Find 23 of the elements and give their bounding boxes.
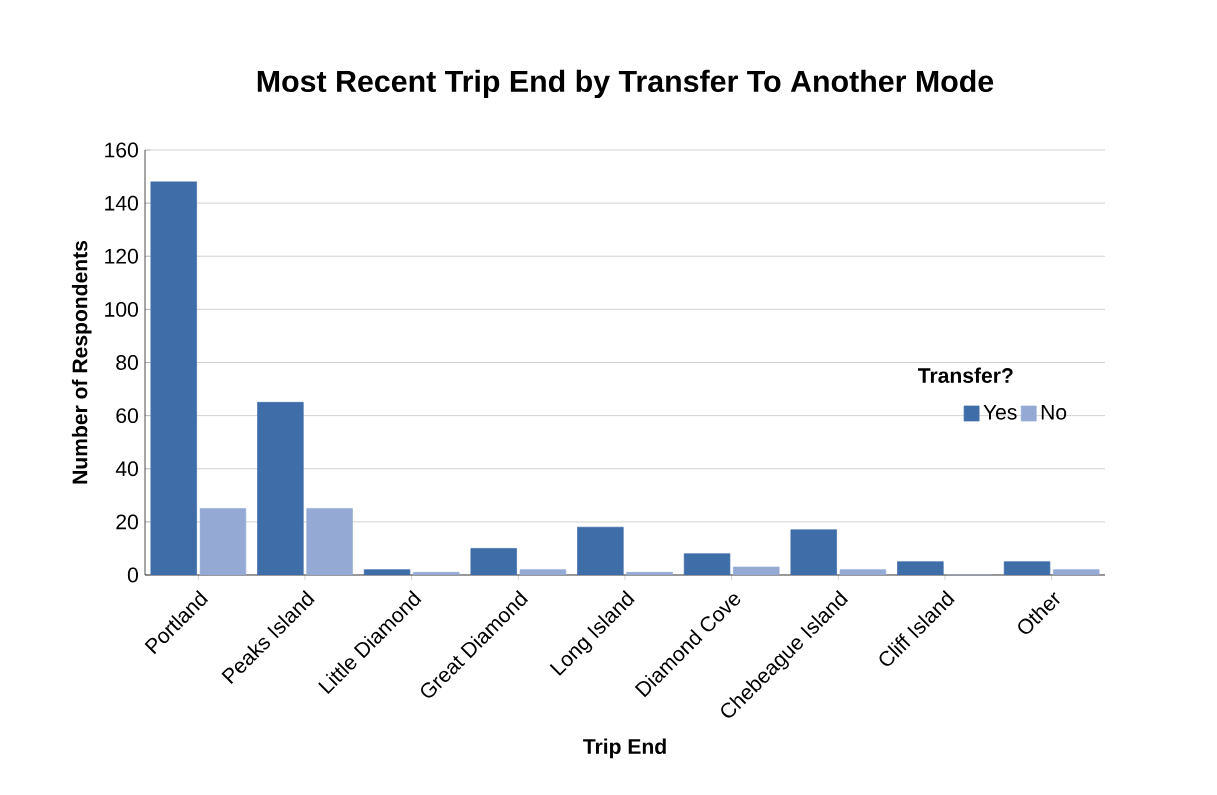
y-tick-label: 40 — [115, 461, 138, 477]
y-tick-label: 0 — [127, 567, 138, 583]
bar — [519, 569, 567, 575]
y-tick-label: 140 — [105, 195, 138, 211]
bar — [626, 572, 673, 575]
y-tick-label: 160 — [105, 142, 138, 158]
legend-label: Yes — [983, 404, 1017, 420]
legend-title: Transfer? — [917, 367, 1013, 383]
y-tick-label: 80 — [116, 355, 138, 370]
y-tick-label: 120 — [105, 248, 138, 264]
bar — [1053, 569, 1100, 575]
bar — [306, 508, 353, 575]
chart-title: Most Recent Trip End by Transfer To Another Mode — [257, 69, 994, 99]
bar — [413, 572, 460, 575]
y-tick-label: 100 — [105, 301, 138, 317]
bar — [733, 566, 780, 575]
y-tick-label: 60 — [116, 408, 138, 424]
legend-label: No — [1041, 404, 1067, 420]
y-axis-title: Number of Respondents — [71, 240, 92, 484]
y-tick-label: 20 — [116, 514, 138, 530]
bar — [839, 569, 887, 575]
bar — [199, 508, 247, 575]
x-axis-title: Trip End — [583, 738, 666, 759]
